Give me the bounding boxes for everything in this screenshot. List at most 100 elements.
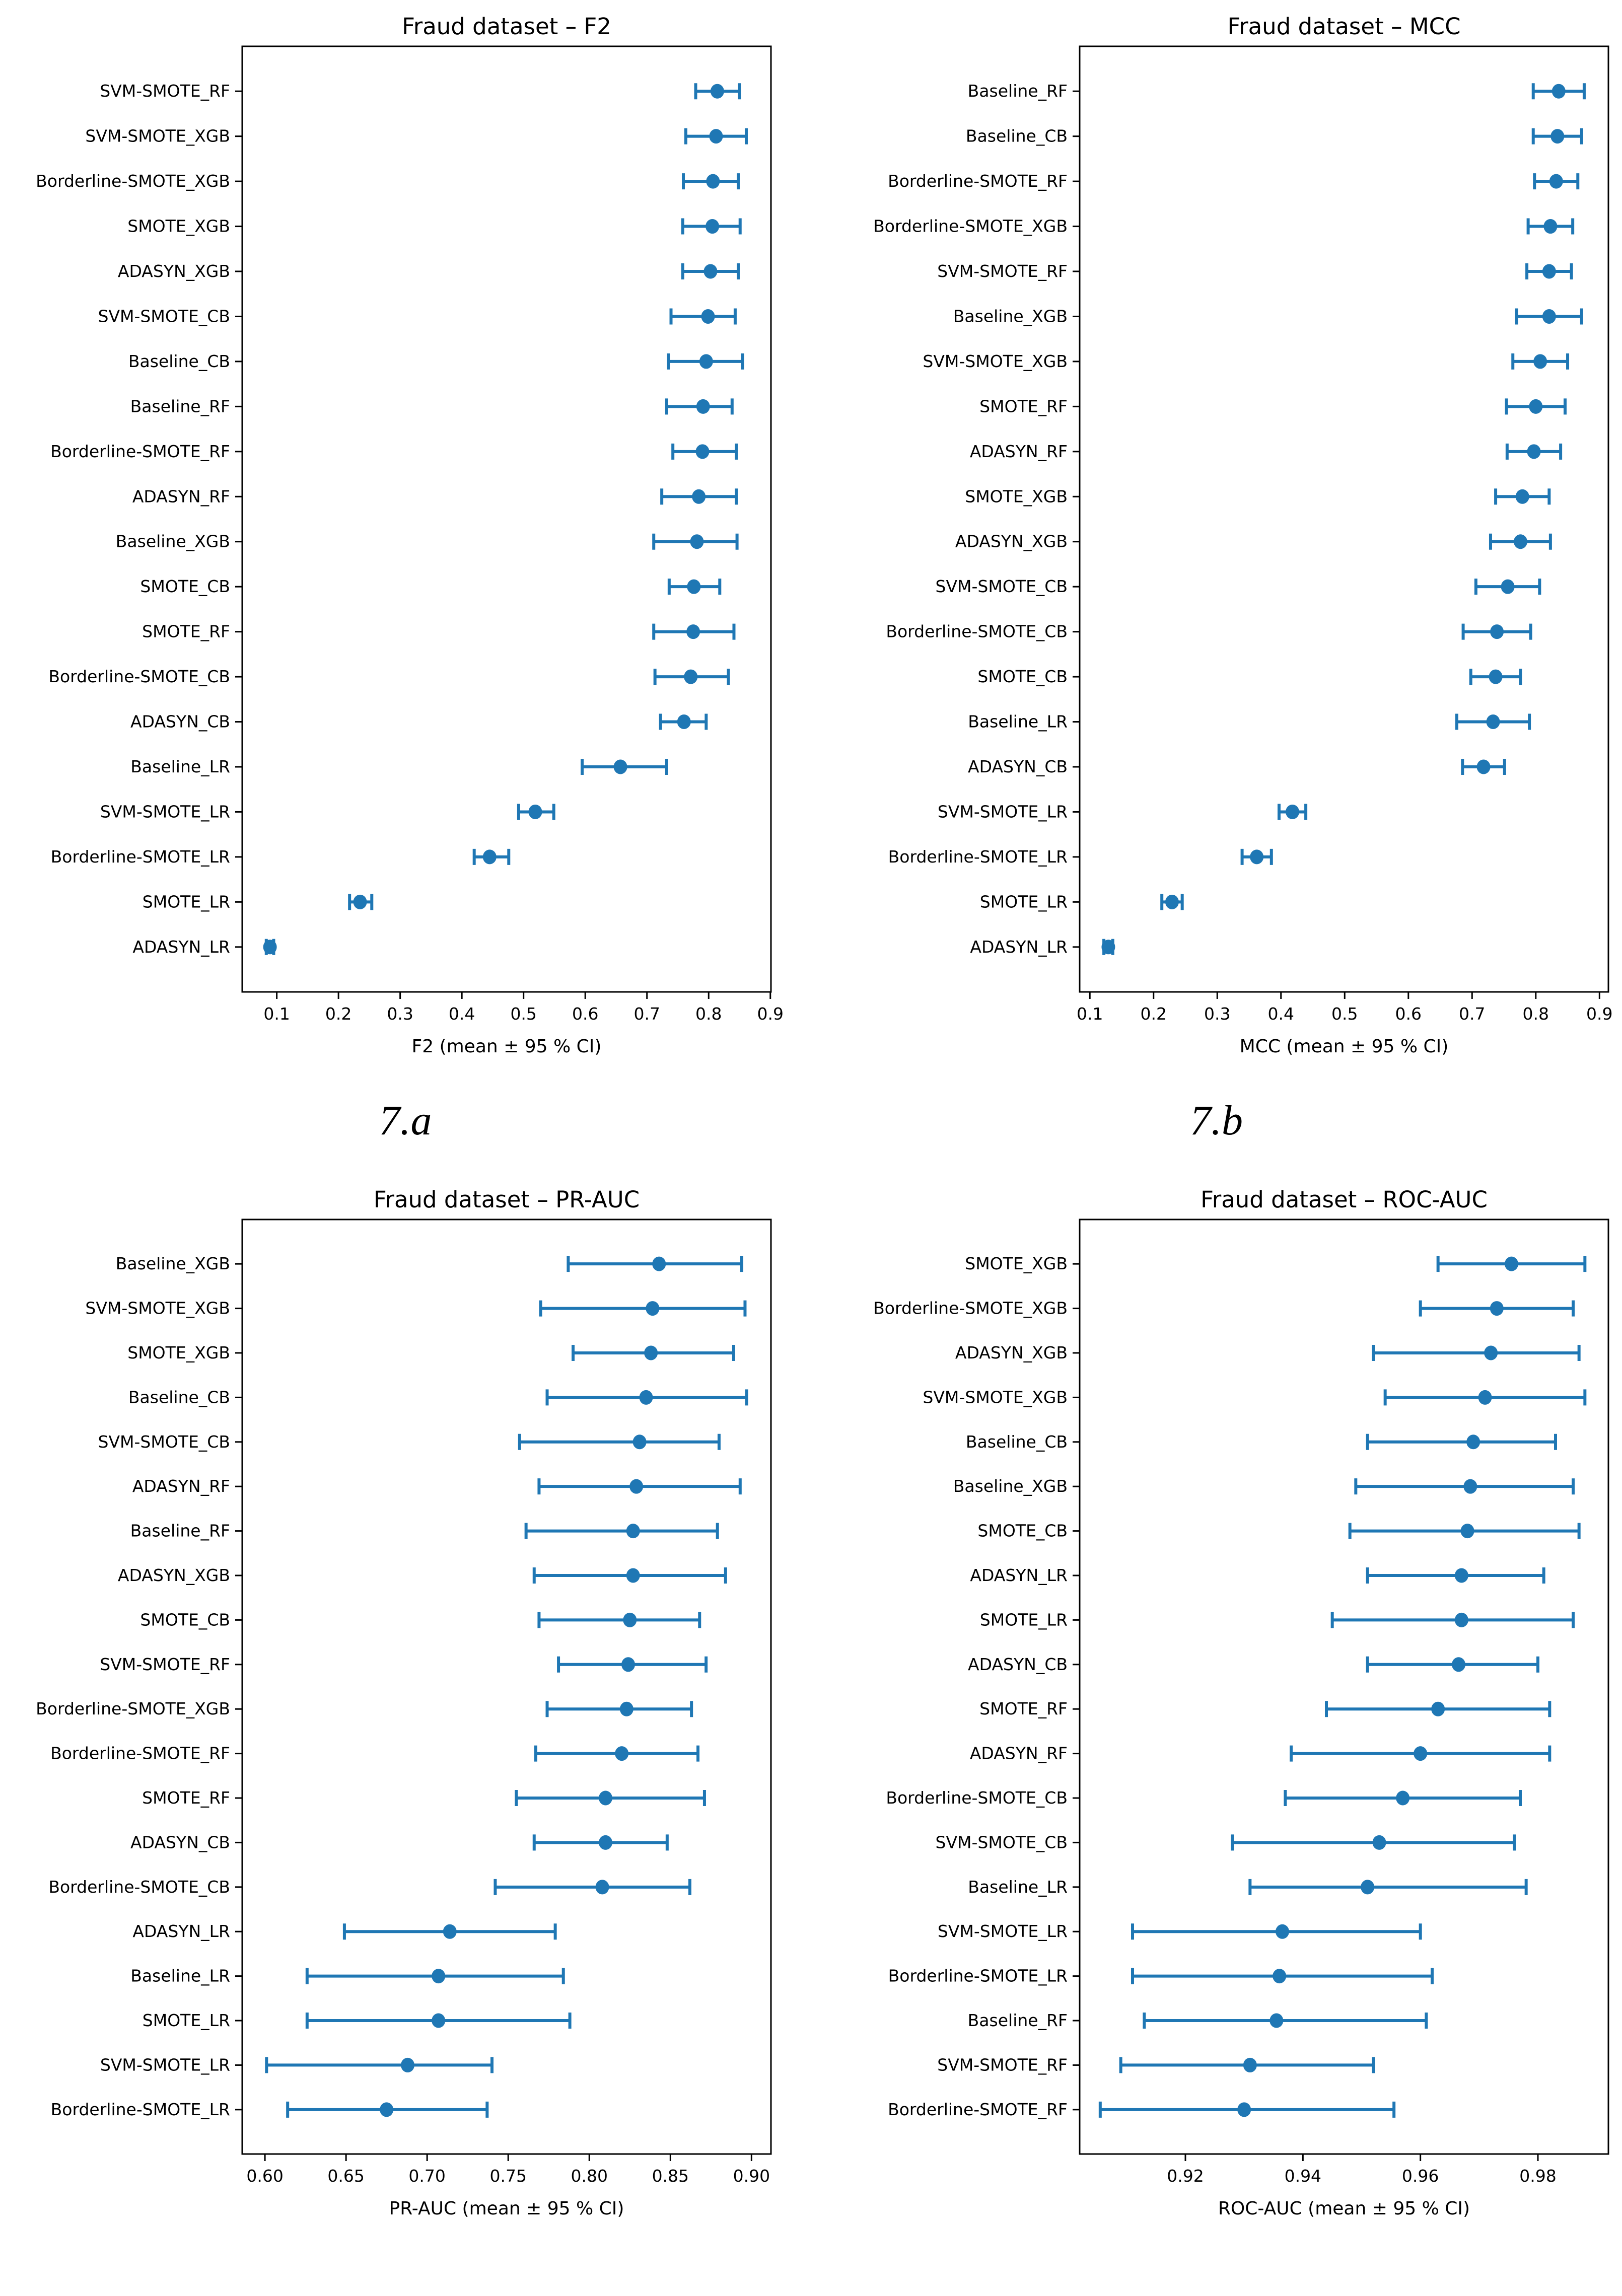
mean-marker xyxy=(432,2013,446,2028)
x-tick-label: 0.4 xyxy=(1268,1004,1294,1024)
errorbar-Baseline_RF xyxy=(1143,2013,1428,2029)
mean-marker xyxy=(692,489,706,504)
x-axis-label: ROC-AUC (mean ± 95 % CI) xyxy=(1218,2198,1470,2219)
errorbar-ADASYN_LR xyxy=(342,1923,557,1940)
x-tick-label: 0.70 xyxy=(408,2166,445,2186)
x-axis-label: MCC (mean ± 95 % CI) xyxy=(1240,1036,1449,1057)
errorbar-SMOTE_LR xyxy=(1330,1612,1575,1628)
y-category-label: Borderline-SMOTE_XGB xyxy=(36,171,230,191)
y-category-label: SMOTE_LR xyxy=(143,2011,230,2030)
mean-marker xyxy=(1550,129,1565,144)
y-category-label: SMOTE_LR xyxy=(980,892,1068,911)
y-category-label: ADASYN_LR xyxy=(970,937,1068,957)
x-tick-label: 0.92 xyxy=(1167,2166,1204,2186)
mean-marker xyxy=(619,1701,633,1716)
errorbar-Baseline_RF xyxy=(665,398,734,415)
errorbar-SMOTE_XGB xyxy=(1494,488,1551,505)
errorbar-ADASYN_XGB xyxy=(532,1567,727,1584)
errorbar-SMOTE_XGB xyxy=(572,1344,735,1361)
mean-marker xyxy=(1527,444,1541,459)
y-category-label: ADASYN_CB xyxy=(968,757,1068,776)
x-tick-label: 0.94 xyxy=(1285,2166,1321,2186)
mean-marker xyxy=(1489,669,1503,684)
mean-marker xyxy=(482,849,497,865)
errorbar-SMOTE_XGB xyxy=(1436,1256,1587,1272)
errorbar-Borderline-SMOTE_LR xyxy=(286,2101,489,2118)
x-tick-label: 0.3 xyxy=(1204,1004,1230,1024)
x-tick-label: 0.2 xyxy=(1141,1004,1167,1024)
y-category-label: SMOTE_RF xyxy=(979,396,1068,416)
errorbar-ADASYN_LR xyxy=(1366,1567,1545,1584)
errorbar-SVM-SMOTE_CB xyxy=(669,308,737,325)
errorbar-SMOTE_CB xyxy=(537,1612,701,1628)
mean-marker xyxy=(686,624,700,639)
mean-marker xyxy=(1452,1657,1465,1672)
x-tick-label: 0.7 xyxy=(1459,1004,1485,1024)
y-category-label: SMOTE_RF xyxy=(979,1699,1068,1718)
x-tick-label: 0.6 xyxy=(572,1004,598,1024)
mean-marker xyxy=(1529,399,1543,414)
errorbar-SVM-SMOTE_LR xyxy=(1131,1923,1422,1940)
y-category-label: Borderline-SMOTE_XGB xyxy=(873,1299,1068,1318)
errorbar-SMOTE_CB xyxy=(1469,669,1522,685)
y-category-label: ADASYN_XGB xyxy=(955,1343,1068,1362)
errorbar-Borderline-SMOTE_LR xyxy=(1131,1968,1434,1984)
errorbar-Baseline_XGB xyxy=(652,533,739,550)
mean-marker xyxy=(401,2057,415,2072)
y-category-label: Borderline-SMOTE_LR xyxy=(51,2100,230,2119)
mean-marker xyxy=(639,1390,653,1405)
plot-box xyxy=(1079,45,1609,993)
errorbar-ADASYN_RF xyxy=(660,488,738,505)
x-tick-label: 0.7 xyxy=(633,1004,660,1024)
mean-marker xyxy=(615,1746,629,1761)
errorbar-SMOTE_LR xyxy=(305,2013,572,2029)
y-category-label: Baseline_RF xyxy=(130,1521,230,1541)
errorbar-SVM-SMOTE_CB xyxy=(518,1433,721,1450)
x-axis-label: F2 (mean ± 95 % CI) xyxy=(412,1036,602,1057)
panel-f2: Fraud dataset – F2 0.1 0.2 0.3 0.4 0.5 0.6 0.7 0… xyxy=(0,0,811,1173)
errorbar-SVM-SMOTE_LR xyxy=(1277,804,1308,820)
y-category-label: SVM-SMOTE_CB xyxy=(98,306,231,326)
y-category-label: Baseline_CB xyxy=(966,1432,1068,1452)
x-tick-label: 0.60 xyxy=(246,2166,283,2186)
panel-mcc: Fraud dataset – MCC 0.1 0.2 0.3 0.4 0.5 0.6 0.7… xyxy=(811,0,1622,1173)
x-tick-label: 0.98 xyxy=(1519,2166,1556,2186)
x-tick-label: 0.85 xyxy=(652,2166,689,2186)
mean-marker xyxy=(1466,1434,1480,1450)
mean-marker xyxy=(706,219,720,234)
mean-marker xyxy=(710,84,724,99)
errorbar-ADASYN_XGB xyxy=(1372,1344,1581,1361)
mean-marker xyxy=(632,1434,647,1450)
y-category-label: Baseline_CB xyxy=(128,351,230,371)
y-category-label: ADASYN_RF xyxy=(132,486,230,506)
mean-marker xyxy=(690,534,704,549)
y-category-label: SMOTE_LR xyxy=(980,1610,1068,1629)
y-category-label: SMOTE_CB xyxy=(140,577,230,596)
errorbar-Borderline-SMOTE_CB xyxy=(653,669,730,685)
mean-marker xyxy=(1372,1835,1386,1850)
mean-marker xyxy=(695,444,710,459)
y-category-label: Baseline_LR xyxy=(968,1877,1068,1897)
y-category-label: Baseline_RF xyxy=(968,2011,1068,2030)
f2-chart: Fraud dataset – F2 0.1 0.2 0.3 0.4 0.5 0.6 0.7 0… xyxy=(36,13,784,1057)
plot-box xyxy=(241,1218,772,2155)
y-category-label: Borderline-SMOTE_LR xyxy=(888,1966,1068,1986)
mean-marker xyxy=(1396,1790,1410,1806)
mean-marker xyxy=(687,579,701,594)
mean-marker xyxy=(703,264,718,279)
caption-7a: 7.a xyxy=(379,1097,432,1144)
errorbar-ADASYN_CB xyxy=(1461,758,1506,775)
mean-marker xyxy=(443,1924,457,1939)
x-tick-label: 0.65 xyxy=(327,2166,364,2186)
errorbar-Baseline_RF xyxy=(524,1523,719,1539)
mean-marker xyxy=(1505,1256,1518,1271)
mean-marker xyxy=(1237,2102,1251,2117)
y-category-label: SVM-SMOTE_XGB xyxy=(923,351,1068,371)
y-category-label: Borderline-SMOTE_RF xyxy=(50,1744,230,1763)
y-category-label: Baseline_XGB xyxy=(116,532,230,551)
y-category-label: ADASYN_CB xyxy=(130,712,230,732)
mean-marker xyxy=(1463,1479,1477,1494)
y-category-label: SMOTE_RF xyxy=(142,622,230,641)
mean-marker xyxy=(1273,1969,1287,1984)
